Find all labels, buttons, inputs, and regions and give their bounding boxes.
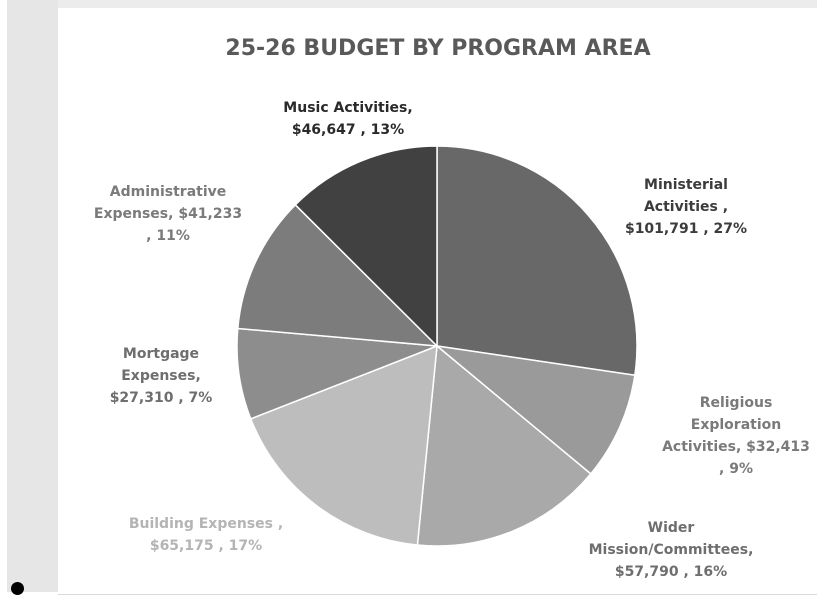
pie-slice-3 [416, 344, 592, 547]
slice-label-3: Wider Mission/Committees, $57,790 , 16% [589, 520, 754, 580]
data-labels: Ministerial Activities , $101,791 , 27% Rel… [94, 100, 810, 580]
chart-title: 25-26 BUDGET BY PROGRAM AREA [225, 36, 650, 61]
slice-label-line: $65,175 , 17% [150, 538, 262, 554]
slice-label-7: Music Activities, $46,647 , 13% [283, 100, 412, 138]
slice-label-1: Ministerial Activities , $101,791 , 27% [625, 177, 747, 237]
slice-label-4: Building Expenses , $65,175 , 17% [129, 516, 283, 554]
slice-label-line: Expenses, [121, 368, 201, 384]
slice-label-line: $57,790 , 16% [615, 564, 727, 580]
slice-label-line: Expenses, $41,233 [94, 206, 242, 222]
slice-label-line: Ministerial [644, 177, 728, 193]
slice-label-line: Mission/Committees, [589, 542, 754, 558]
slice-label-line: Wider [648, 520, 695, 536]
slice-label-line: Music Activities, [283, 100, 412, 116]
bullet-dot [11, 582, 24, 595]
slice-label-line: Mortgage [123, 346, 199, 362]
slice-label-6: Administrative Expenses, $41,233 , 11% [94, 184, 242, 244]
pie-slice-4 [249, 344, 438, 546]
slice-label-line: $27,310 , 7% [110, 390, 213, 406]
bottom-rule [58, 594, 817, 595]
slice-label-5: Mortgage Expenses, $27,310 , 7% [110, 346, 213, 406]
slice-label-line: $46,647 , 13% [292, 122, 404, 138]
slice-label-line: $101,791 , 27% [625, 221, 747, 237]
pie-slices [236, 145, 638, 547]
slice-label-line: Exploration [691, 417, 781, 433]
slice-label-2: Religious Exploration Activities, $32,413,… [662, 395, 810, 477]
slice-label-line: Activities , [644, 199, 728, 215]
pie-slice-1 [436, 145, 638, 377]
slice-label-line: Activities, $32,413 [662, 439, 810, 455]
slice-label-line: Religious [700, 395, 773, 411]
chart-area: 25-26 BUDGET BY PROGRAM AREA Ministerial… [58, 8, 817, 594]
pie-chart: 25-26 BUDGET BY PROGRAM AREA Ministerial… [94, 36, 810, 580]
pie-slice-6 [236, 203, 439, 347]
slice-label-line: Administrative [110, 184, 227, 200]
slice-label-line: Building Expenses , [129, 516, 283, 532]
slice-label-line: , 11% [146, 228, 190, 244]
top-edge [58, 0, 817, 8]
pie-slice-2 [434, 344, 636, 475]
slice-label-line: , 9% [719, 461, 753, 477]
pie-slice-7 [294, 145, 438, 348]
sidebar-strip [7, 0, 58, 592]
